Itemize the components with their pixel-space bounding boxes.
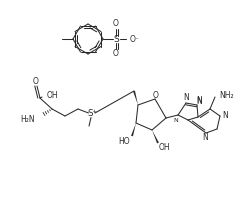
Text: N: N: [202, 134, 208, 142]
Text: N: N: [183, 94, 189, 102]
Text: OH: OH: [47, 92, 59, 101]
Text: O⁻: O⁻: [130, 35, 140, 43]
Text: NH₂: NH₂: [219, 90, 234, 100]
Text: S: S: [113, 35, 119, 43]
Text: O: O: [153, 90, 159, 100]
Text: N: N: [196, 96, 202, 105]
Polygon shape: [131, 123, 136, 136]
Text: O: O: [113, 20, 119, 28]
Polygon shape: [133, 91, 138, 105]
Text: OH: OH: [159, 143, 171, 153]
Text: S⁺: S⁺: [87, 109, 97, 119]
Text: H₂N: H₂N: [20, 115, 35, 123]
Text: O: O: [33, 77, 39, 86]
Text: HO: HO: [118, 137, 130, 145]
Text: N: N: [196, 97, 202, 105]
Text: O: O: [113, 49, 119, 59]
Polygon shape: [152, 130, 159, 143]
Text: N: N: [174, 118, 178, 122]
Text: N: N: [222, 110, 228, 120]
